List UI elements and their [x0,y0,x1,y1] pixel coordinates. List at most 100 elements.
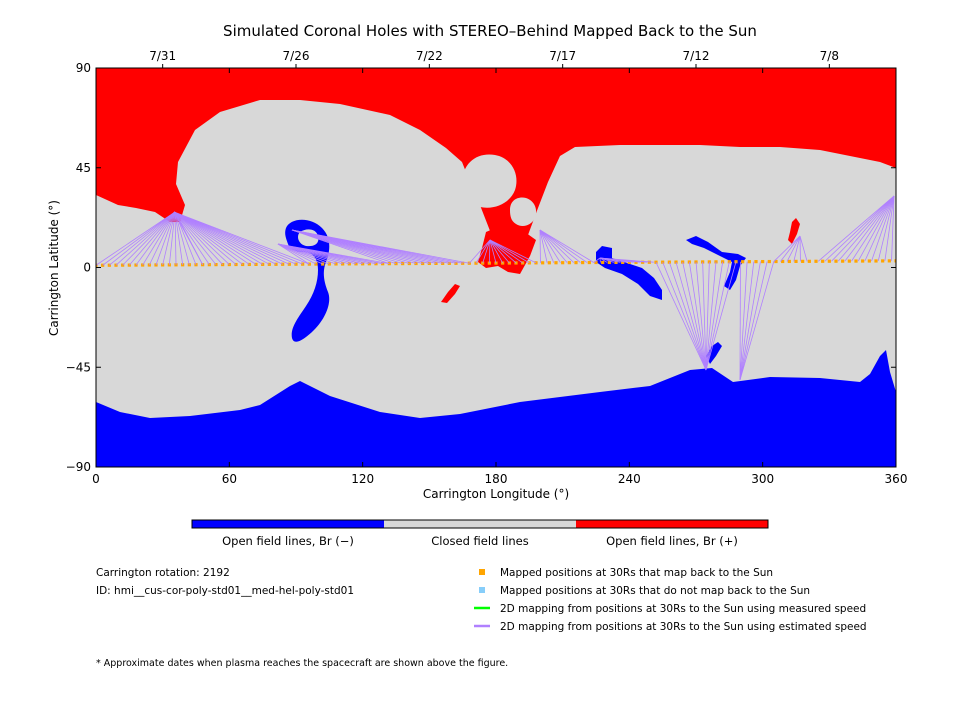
mapping-line [489,239,523,264]
mapping-line [599,257,654,263]
footpoint-marker [767,259,771,264]
mapping-line [831,195,895,262]
mapping-line [739,261,761,381]
colorbar-negative [192,520,384,528]
footnote: * Approximate dates when plasma reaches … [96,658,508,669]
mapping-line [786,235,801,262]
footpoint-marker [561,261,565,265]
footpoint-marker [601,260,605,265]
legend-label-estimated: 2D mapping from positions at 30Rs to the… [500,621,867,633]
footpoint-marker [147,263,151,267]
mapping-line [277,243,390,265]
footpoint-marker [587,260,591,265]
legend-label-unmapped: Mapped positions at 30Rs that do not map… [500,585,810,597]
mapping-line [174,211,177,265]
mapping-line [817,195,895,262]
footpoint-marker [607,260,611,265]
mapping-line [488,239,491,264]
model-id: ID: hmi__cus-cor-poly-std01__med-hel-pol… [96,585,354,597]
footpoint-marker [887,259,891,263]
mapping-line [277,243,310,265]
footpoint-marker [321,262,325,266]
mapping-line [173,211,297,265]
footpoint-marker [461,261,465,265]
footpoint-marker [194,263,198,267]
footpoint-marker [627,260,631,264]
mapping-line [539,229,548,263]
mapping-line [173,211,250,265]
footpoint-marker [501,261,505,265]
footpoint-marker [854,259,858,263]
mapping-line [277,243,323,265]
mapping-line [695,261,707,371]
legend-marker-unmapped [479,587,485,593]
negative-sigmoid [686,236,746,290]
mapping-line [173,211,257,265]
mapping-line [539,229,568,263]
mapping-line [662,261,707,371]
footpoint-marker [861,259,865,263]
footpoint-marker [427,261,431,266]
south-polar-hole [96,350,896,467]
closed-island-2 [510,197,537,226]
footpoint-marker [574,261,578,265]
footpoint-marker [327,262,331,266]
mapping-line [739,261,768,381]
mapping-line [173,211,243,265]
y-tick-label: −90 [66,460,91,474]
footpoint-marker [867,259,871,263]
footpoint-marker [394,262,398,266]
footpoint-marker [161,263,165,267]
mapping-line [96,211,176,266]
mapping-line [173,211,290,265]
mapping-line [705,261,717,371]
mapping-line [489,239,510,264]
mapping-line [851,195,895,262]
x-tick-label: 120 [351,472,374,486]
mapping-line [489,239,497,264]
mapping-line [173,211,210,265]
footpoint-marker [761,259,765,264]
mapping-line [739,261,775,381]
mapping-line [173,211,310,265]
footpoint-marker [634,260,638,264]
mapping-line [129,211,176,266]
mapping-line [539,229,588,263]
colorbar-label-negative: Open field lines, Br (−) [222,534,354,548]
footpoint-marker [834,259,838,263]
mapping-line [469,239,491,264]
mapping-line [877,195,895,262]
mapping-line [539,229,575,263]
colorbar-positive [576,520,768,528]
mapping-line [539,229,561,263]
legend-marker-mapped [479,569,485,575]
mapping-line [173,211,277,265]
colorbar-closed [384,520,576,528]
top-date-label: 7/12 [683,49,710,63]
colorbar: Open field lines, Br (−) Closed field li… [191,519,769,548]
x-tick-label: 180 [485,472,508,486]
footpoint-marker [621,260,625,264]
footpoint-marker [107,263,111,267]
mapping-line [655,262,707,371]
footpoint-marker [227,262,231,267]
footpoint-marker [594,260,598,265]
mapping-line [148,211,176,266]
footpoint-marker [581,260,585,265]
mapping-line [824,195,895,262]
mapping-line [871,195,895,262]
mapping-line [489,239,530,264]
mapping-line [482,239,491,264]
mapping-line [857,195,895,262]
footpoint-marker [141,263,145,267]
footpoint-marker [774,259,778,264]
legend-label-mapped: Mapped positions at 30Rs that map back t… [500,567,773,579]
mapping-line [155,211,176,266]
mapping-line [891,195,895,261]
footpoint-marker [794,259,798,264]
footpoint-marker [827,259,831,263]
footpoint-marker [641,260,645,264]
mapping-line [773,235,801,262]
footpoint-marker [821,259,825,263]
mapping-line [705,261,737,371]
